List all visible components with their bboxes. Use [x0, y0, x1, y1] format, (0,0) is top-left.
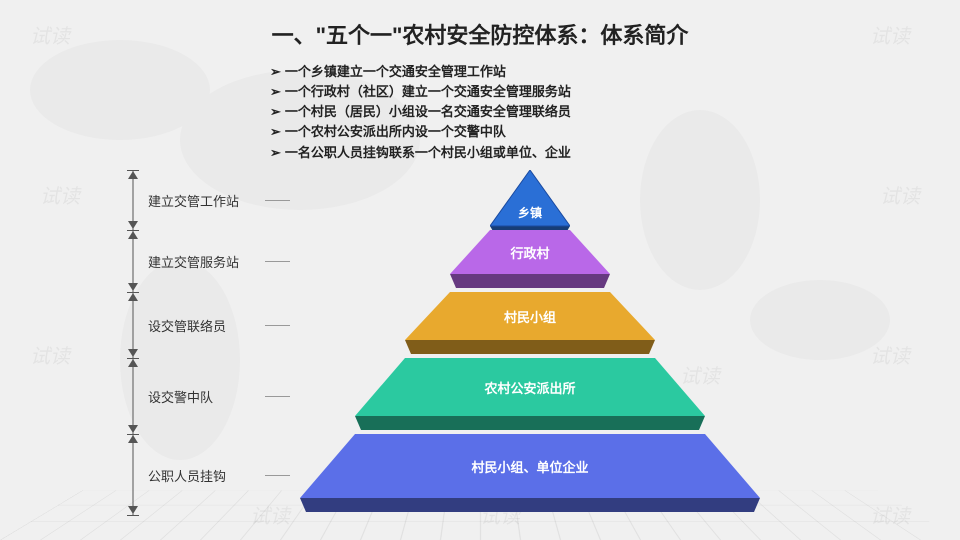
pyramid: 乡镇 行政村 村民小组 农村公安派出所 村民小组、单位企业: [300, 170, 760, 520]
axis-label: 设交管联络员: [148, 316, 268, 335]
bullet-item: 一名公职人员挂钩联系一个村民小组或单位、企业: [270, 143, 571, 163]
pyramid-layer-label: 农村公安派出所: [355, 358, 705, 416]
pyramid-layer-label: 行政村: [450, 230, 610, 274]
page-title: 一、"五个一"农村安全防控体系：体系简介: [0, 18, 960, 50]
pyramid-layer-label: 村民小组: [405, 292, 655, 340]
pyramid-layer: 行政村: [450, 230, 610, 274]
axis-label: 建立交管服务站: [148, 252, 268, 271]
axis-label: 设交警中队: [148, 387, 268, 406]
bullet-item: 一个农村公安派出所内设一个交警中队: [270, 122, 571, 142]
bullet-item: 一个行政村（社区）建立一个交通安全管理服务站: [270, 82, 571, 102]
bullet-list: 一个乡镇建立一个交通安全管理工作站一个行政村（社区）建立一个交通安全管理服务站一…: [270, 62, 571, 163]
axis-label: 建立交管工作站: [148, 191, 268, 210]
axis-label: 公职人员挂钩: [148, 466, 268, 485]
bullet-item: 一个乡镇建立一个交通安全管理工作站: [270, 62, 571, 82]
pyramid-layer: 农村公安派出所: [355, 358, 705, 416]
pyramid-layer: 村民小组、单位企业: [300, 434, 760, 498]
pyramid-apex-label: 乡镇: [490, 204, 570, 221]
bullet-item: 一个村民（居民）小组设一名交通安全管理联络员: [270, 102, 571, 122]
pyramid-layer-label: 村民小组、单位企业: [300, 434, 760, 498]
axis: [128, 170, 138, 515]
pyramid-layer: 村民小组: [405, 292, 655, 340]
